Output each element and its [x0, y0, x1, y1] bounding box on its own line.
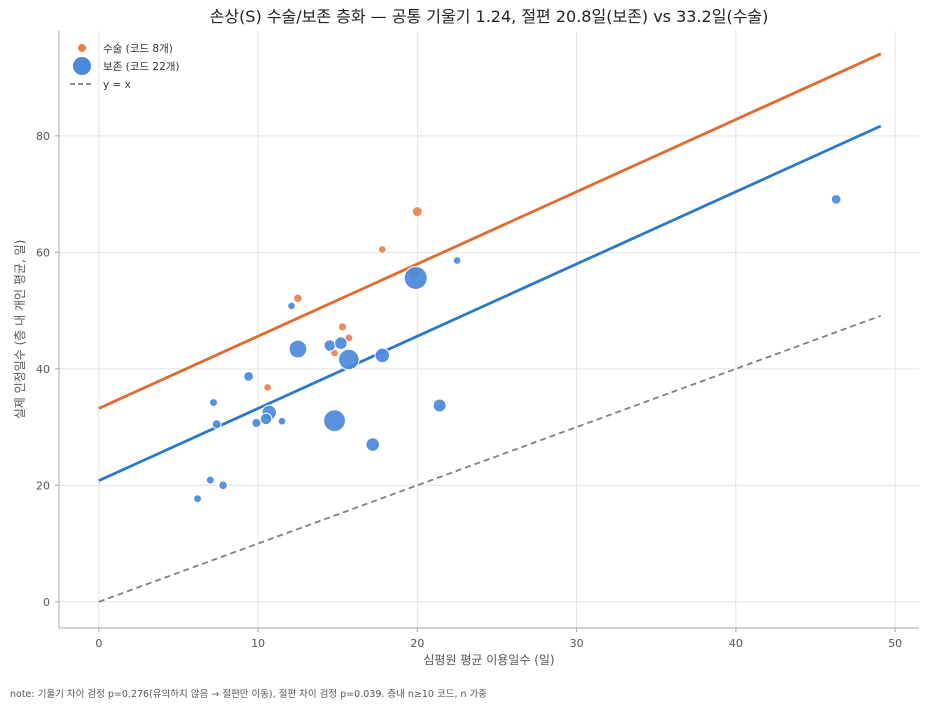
fit-line-surgery	[98, 52, 882, 410]
x-tick-label: 20	[410, 637, 424, 650]
data-points	[193, 193, 842, 504]
y-tick-label: 40	[36, 363, 50, 376]
surgery-point	[263, 383, 272, 392]
y-tick-label: 60	[36, 246, 50, 259]
conservative-point	[277, 416, 287, 426]
conservative-point	[403, 265, 428, 290]
conservative-point	[432, 398, 447, 413]
surgery-point	[293, 293, 303, 304]
conservative-point	[452, 256, 462, 265]
surgery-point	[337, 322, 348, 332]
y-tick-label: 20	[36, 479, 50, 492]
conservative-point	[259, 412, 273, 426]
legend: 수술 (코드 8개) 보존 (코드 22개) y = x	[70, 43, 180, 91]
fit-line-conservative	[98, 124, 882, 482]
x-tick-label: 30	[570, 637, 584, 650]
regression-lines	[98, 52, 882, 603]
legend-marker-surgery	[77, 43, 87, 53]
y-tick-label: 80	[36, 130, 50, 143]
y-tick-label: 0	[43, 596, 50, 609]
x-tick-label: 50	[888, 637, 902, 650]
chart-title: 손상(S) 수술/보존 층화 — 공통 기울기 1.24, 절편 20.8일(보…	[210, 7, 769, 26]
conservative-point	[243, 371, 254, 382]
grid	[59, 31, 919, 628]
conservative-point	[365, 437, 381, 452]
conservative-point	[193, 494, 203, 504]
legend-label: 보존 (코드 22개)	[103, 61, 180, 73]
surgery-point	[377, 245, 387, 254]
conservative-point	[211, 419, 222, 430]
conservative-point	[208, 398, 218, 408]
conservative-point	[334, 336, 348, 350]
conservative-point	[323, 339, 336, 352]
x-tick-label: 10	[251, 637, 265, 650]
reference-line-y-equals-x	[98, 314, 882, 603]
conservative-point	[830, 193, 842, 205]
conservative-point	[374, 347, 391, 364]
conservative-point	[205, 475, 215, 485]
footnote: note: 기울기 차이 검정 p=0.276(유의하지 않음 → 절편만 이동…	[10, 688, 487, 700]
axes-frame	[58, 31, 919, 629]
legend-label: 수술 (코드 8개)	[103, 43, 173, 55]
conservative-point	[338, 348, 360, 371]
x-axis-label: 심평원 평균 이용일수 (일)	[423, 653, 554, 667]
conservative-point	[323, 409, 346, 433]
conservative-point	[287, 301, 296, 311]
tick-labels: 0 10 20 30 40 50 0 20 40 60 80	[36, 130, 902, 650]
x-tick-label: 0	[95, 637, 102, 650]
legend-marker-conservative	[72, 56, 92, 76]
conservative-point	[251, 417, 262, 429]
conservative-point	[288, 339, 308, 359]
y-axis-label: 실제 인정일수 (층 내 개인 평균, 일)	[13, 240, 27, 420]
conservative-point	[218, 480, 228, 491]
legend-label: y = x	[103, 79, 131, 91]
x-tick-label: 40	[729, 637, 743, 650]
surgery-point	[411, 206, 423, 218]
